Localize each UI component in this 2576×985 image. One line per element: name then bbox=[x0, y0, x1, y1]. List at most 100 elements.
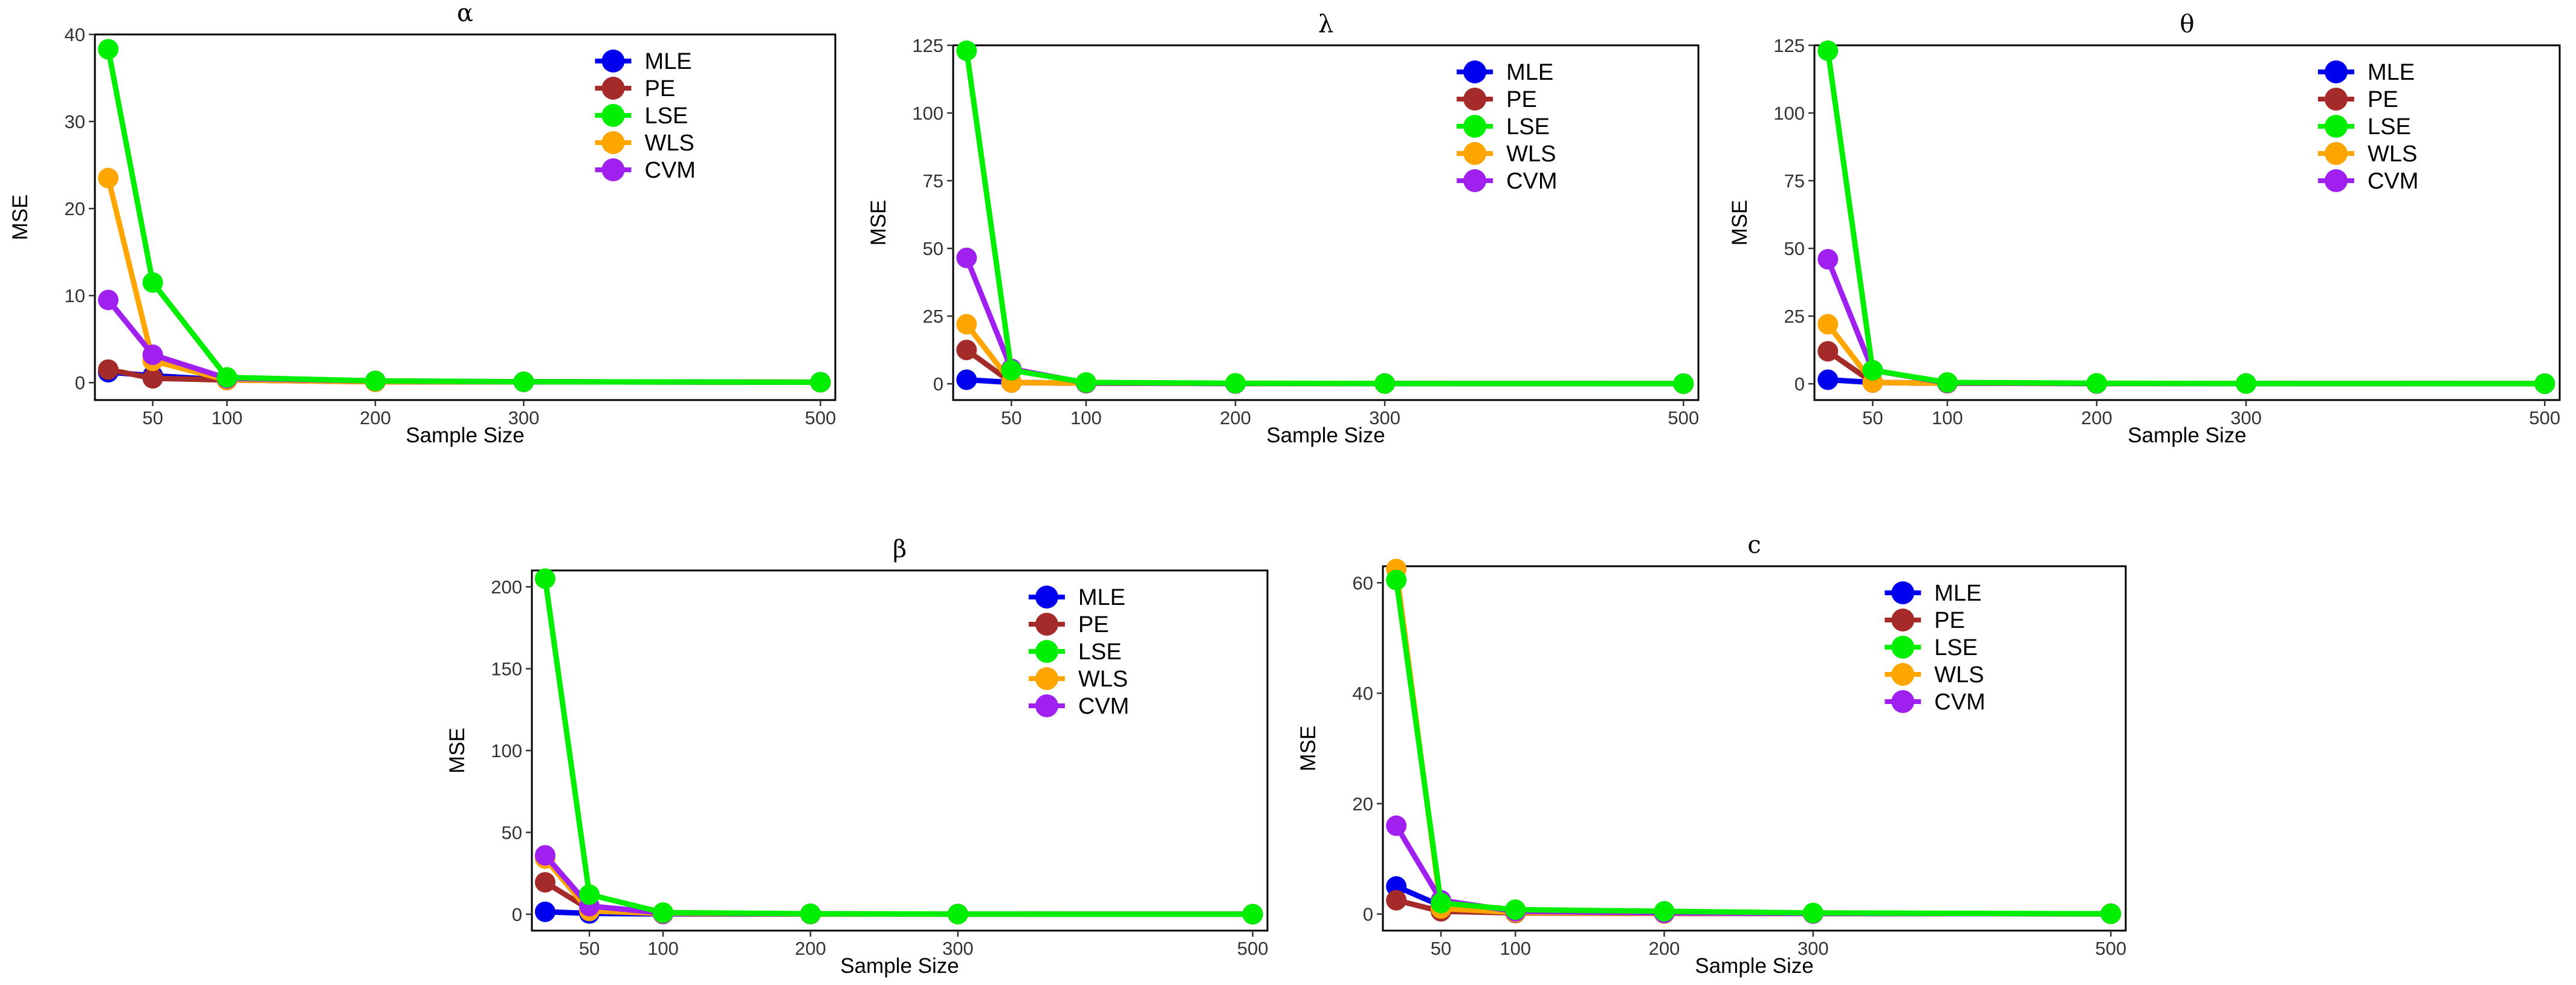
x-axis-title: Sample Size bbox=[406, 424, 524, 447]
data-point bbox=[1386, 815, 1407, 836]
x-tick-label: 300 bbox=[942, 938, 974, 959]
data-point bbox=[1386, 890, 1407, 911]
data-point bbox=[364, 370, 386, 392]
y-tick-label: 50 bbox=[502, 822, 522, 843]
data-point bbox=[1242, 903, 1263, 925]
data-point bbox=[1001, 360, 1022, 381]
series-lse bbox=[534, 568, 1263, 925]
data-point bbox=[947, 903, 968, 925]
x-tick-label: 300 bbox=[1369, 407, 1400, 428]
legend-marker-pe bbox=[601, 77, 625, 100]
x-tick-label: 100 bbox=[1932, 407, 1963, 428]
legend-label-mle: MLE bbox=[1934, 581, 1981, 606]
legend-marker-cvm bbox=[1035, 694, 1058, 717]
legend-marker-wls bbox=[1891, 663, 1915, 686]
x-tick-label: 200 bbox=[1220, 407, 1251, 428]
data-point bbox=[98, 359, 119, 380]
legend-marker-lse bbox=[1035, 640, 1058, 663]
y-tick-label: 40 bbox=[1353, 683, 1373, 704]
legend-marker-mle bbox=[2325, 60, 2348, 83]
data-point bbox=[956, 247, 977, 268]
data-point bbox=[1386, 569, 1407, 590]
chart-panel-1: α 0 10 20 30 40 50 100 200 300 500 Sample Size MSE ML… bbox=[8, 0, 837, 447]
x-tick-label: 300 bbox=[508, 407, 540, 428]
legend-label-wls: WLS bbox=[1078, 667, 1128, 692]
data-point bbox=[1817, 369, 1839, 390]
y-tick-label: 200 bbox=[491, 576, 522, 598]
data-point bbox=[98, 39, 119, 60]
series-wls bbox=[1386, 558, 2121, 925]
data-point bbox=[956, 369, 977, 390]
data-point bbox=[1817, 341, 1839, 362]
legend-label-lse: LSE bbox=[2367, 114, 2411, 140]
chart-panel-2: λ 0 25 50 75 100 125 50 100 200 300 500 Sample Size M… bbox=[867, 10, 1700, 447]
legend-label-wls: WLS bbox=[1506, 141, 1556, 167]
data-point bbox=[2236, 373, 2257, 394]
legend-label-pe: PE bbox=[2367, 87, 2398, 112]
x-axis-title: Sample Size bbox=[840, 954, 959, 978]
legend-label-wls: WLS bbox=[2367, 141, 2417, 167]
x-tick-label: 500 bbox=[2095, 938, 2127, 959]
legend-label-mle: MLE bbox=[1506, 60, 1553, 85]
y-tick-label: 0 bbox=[1794, 373, 1805, 395]
legend-marker-pe bbox=[1035, 613, 1058, 636]
series-line-cvm bbox=[543, 853, 1253, 917]
y-axis-title: MSE bbox=[1296, 726, 1320, 772]
y-tick-label: 60 bbox=[1353, 572, 1373, 593]
series-lse bbox=[98, 39, 831, 393]
data-point bbox=[956, 314, 977, 335]
data-point bbox=[2534, 373, 2555, 394]
chart-title: β bbox=[893, 535, 907, 563]
legend-label-lse: LSE bbox=[645, 103, 688, 129]
x-tick-label: 50 bbox=[1431, 938, 1451, 959]
series-line-wls bbox=[964, 322, 1684, 387]
series-cvm bbox=[1817, 248, 2555, 394]
y-tick-label: 10 bbox=[65, 285, 85, 306]
legend-label-wls: WLS bbox=[645, 131, 694, 156]
data-point bbox=[1937, 372, 1958, 393]
legend-label-lse: LSE bbox=[1078, 639, 1122, 665]
data-point bbox=[1505, 899, 1526, 920]
legend-marker-mle bbox=[1463, 60, 1487, 83]
chart-panel-5: c 0 20 40 60 50 100 200 300 500 Sample Size MSE MLEP… bbox=[1296, 531, 2127, 978]
series-line-wls bbox=[543, 856, 1253, 917]
chart-panel-4: β 0 50 100 150 200 50 100 200 300 500 Sample Size MS… bbox=[445, 535, 1269, 978]
series-line-cvm bbox=[1394, 824, 2111, 917]
legend-label-cvm: CVM bbox=[1506, 169, 1557, 194]
legend-label-cvm: CVM bbox=[1078, 694, 1129, 719]
x-tick-label: 50 bbox=[579, 938, 600, 959]
y-tick-label: 30 bbox=[65, 111, 85, 132]
data-point bbox=[956, 340, 977, 361]
chart-title: c bbox=[1747, 531, 1761, 559]
legend-marker-mle bbox=[601, 50, 625, 73]
y-tick-label: 150 bbox=[491, 659, 522, 680]
legend-marker-wls bbox=[2325, 142, 2348, 165]
data-point bbox=[1225, 373, 1246, 394]
legend-marker-wls bbox=[1463, 142, 1487, 165]
data-point bbox=[653, 902, 674, 923]
x-axis-title: Sample Size bbox=[1695, 954, 1813, 978]
data-point bbox=[142, 344, 163, 366]
series-lse bbox=[1817, 40, 2555, 394]
x-tick-label: 500 bbox=[1668, 407, 1699, 428]
x-tick-label: 50 bbox=[1001, 407, 1021, 428]
series-line-lse bbox=[542, 578, 1253, 917]
series-line-cvm bbox=[964, 257, 1684, 387]
y-tick-label: 20 bbox=[65, 198, 85, 219]
y-tick-label: 0 bbox=[75, 372, 85, 393]
series-line-wls bbox=[105, 177, 821, 385]
legend-marker-cvm bbox=[1891, 690, 1915, 713]
data-point bbox=[98, 167, 119, 189]
x-tick-label: 200 bbox=[795, 938, 826, 959]
data-point bbox=[1817, 314, 1839, 335]
series-cvm bbox=[956, 247, 1694, 394]
y-tick-label: 75 bbox=[1784, 170, 1805, 192]
data-point bbox=[1817, 248, 1839, 270]
x-axis-title: Sample Size bbox=[1266, 424, 1385, 447]
data-point bbox=[2086, 373, 2108, 394]
y-axis-title: MSE bbox=[867, 200, 890, 246]
y-axis-title: MSE bbox=[1728, 200, 1752, 246]
data-point bbox=[1075, 372, 1096, 393]
